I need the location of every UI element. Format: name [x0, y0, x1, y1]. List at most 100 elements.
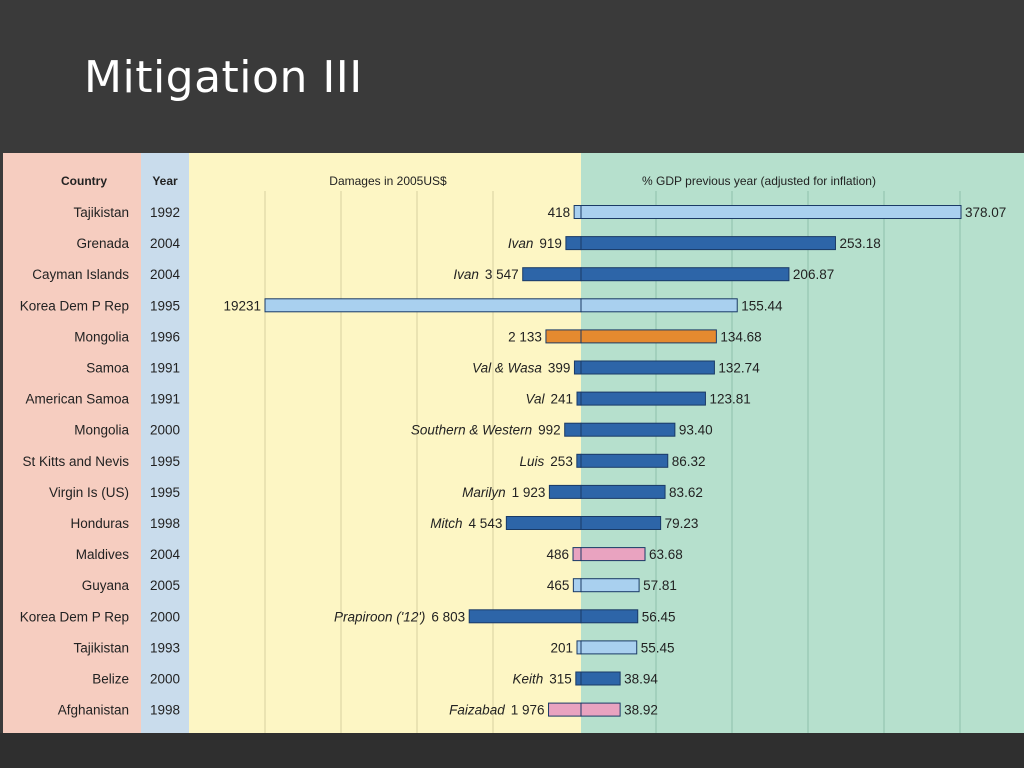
country-label: Tajikistan [73, 640, 129, 655]
gdp-value-label: 83.62 [669, 485, 703, 500]
country-label: St Kitts and Nevis [22, 454, 129, 469]
year-label: 1991 [150, 361, 180, 376]
year-label: 1995 [150, 454, 180, 469]
damages-value-label: 1 923 [512, 485, 546, 500]
chart-figure: Country Year Damages in 2005US$ % GDP previ… [3, 153, 1024, 733]
country-label: Mongolia [74, 329, 129, 344]
gdp-value-label: 155.44 [741, 298, 783, 313]
damages-bar [576, 391, 582, 406]
gdp-bar [580, 453, 669, 468]
gdp-bar [580, 236, 836, 251]
event-label: Ivan [453, 267, 479, 282]
damages-bar [573, 205, 582, 219]
damages-bar [468, 609, 582, 624]
country-label: Maldives [76, 547, 130, 562]
gdp-bar [580, 391, 706, 406]
damages-bar [564, 422, 582, 437]
event-label: Southern & Western [411, 423, 532, 438]
gdp-bar [580, 329, 717, 344]
header-year: Year [152, 174, 178, 188]
gdp-value-label: 123.81 [709, 392, 750, 407]
header-gdp: % GDP previous year (adjusted for inflat… [642, 174, 876, 188]
damages-value-label: 6 803 [431, 609, 465, 624]
year-label: 2005 [150, 578, 180, 593]
year-label: 2000 [150, 672, 180, 687]
gdp-bar [580, 640, 638, 655]
year-label: 1995 [150, 298, 180, 313]
damages-value-label: 465 [547, 578, 570, 593]
event-label: Keith [513, 672, 544, 687]
gdp-bar [580, 578, 640, 593]
event-label: Ivan [508, 236, 534, 251]
gdp-value-label: 206.87 [793, 267, 834, 282]
damages-bar [548, 702, 582, 717]
year-panel [141, 153, 189, 733]
damages-value-label: 253 [550, 454, 573, 469]
damages-value-label: 1 976 [511, 703, 545, 718]
gdp-bar [580, 516, 662, 530]
gdp-value-label: 79.23 [665, 516, 699, 531]
year-label: 2000 [150, 609, 180, 624]
year-label: 1996 [150, 329, 180, 344]
gdp-bar [580, 702, 621, 717]
damages-bar [545, 329, 582, 344]
year-label: 1992 [150, 205, 180, 220]
event-label: Val [525, 392, 545, 407]
slide-title: Mitigation III [84, 52, 363, 103]
damages-bar [522, 267, 582, 282]
damages-value-label: 992 [538, 423, 561, 438]
damages-value-label: 4 543 [469, 516, 503, 531]
event-label: Prapiroon ('12') [334, 609, 425, 624]
damages-bar [576, 453, 582, 468]
damages-bar [575, 671, 582, 686]
gdp-bar [580, 422, 676, 437]
gdp-bar [580, 484, 666, 499]
country-label: Afghanistan [58, 703, 129, 718]
damages-value-label: 486 [546, 547, 569, 562]
country-label: Cayman Islands [32, 267, 129, 282]
country-label: Grenada [76, 236, 129, 251]
gdp-bar [580, 609, 639, 624]
country-panel [3, 153, 141, 733]
damages-value-label: 399 [548, 361, 571, 376]
country-label: Mongolia [74, 423, 129, 438]
damages-bar [572, 578, 582, 593]
year-label: 1998 [150, 703, 180, 718]
country-label: Honduras [70, 516, 129, 531]
damages-value-label: 241 [550, 392, 573, 407]
year-label: 1991 [150, 392, 180, 407]
damages-bar [572, 547, 582, 562]
damages-value-label: 201 [550, 640, 573, 655]
gdp-bar [580, 671, 621, 686]
damages-value-label: 2 133 [508, 329, 542, 344]
damages-bar [576, 640, 582, 655]
country-label: Belize [92, 672, 129, 687]
chart-svg: Country Year Damages in 2005US$ % GDP previ… [3, 153, 1024, 733]
country-label: Korea Dem P Rep [20, 298, 129, 313]
damages-bar [573, 360, 582, 375]
damages-value-label: 19231 [223, 298, 261, 313]
country-label: American Samoa [25, 392, 129, 407]
gdp-value-label: 378.07 [965, 205, 1006, 220]
header-country: Country [61, 174, 107, 188]
event-label: Mitch [430, 516, 462, 531]
gdp-value-label: 253.18 [839, 236, 880, 251]
country-label: Korea Dem P Rep [20, 609, 129, 624]
country-label: Samoa [86, 361, 129, 376]
year-label: 2000 [150, 423, 180, 438]
damages-bar [565, 236, 582, 251]
event-label: Val & Wasa [472, 361, 542, 376]
year-label: 2004 [150, 236, 181, 251]
gdp-bar [580, 360, 715, 375]
damages-bar [548, 484, 582, 499]
damages-bar [264, 298, 582, 313]
gdp-value-label: 63.68 [649, 547, 683, 562]
event-label: Marilyn [462, 485, 506, 500]
gdp-value-label: 93.40 [679, 423, 713, 438]
year-label: 1995 [150, 485, 180, 500]
country-label: Virgin Is (US) [49, 485, 129, 500]
gdp-value-label: 86.32 [672, 454, 706, 469]
header-damages: Damages in 2005US$ [329, 174, 447, 188]
gdp-value-label: 38.92 [624, 703, 658, 718]
gdp-value-label: 55.45 [641, 640, 675, 655]
